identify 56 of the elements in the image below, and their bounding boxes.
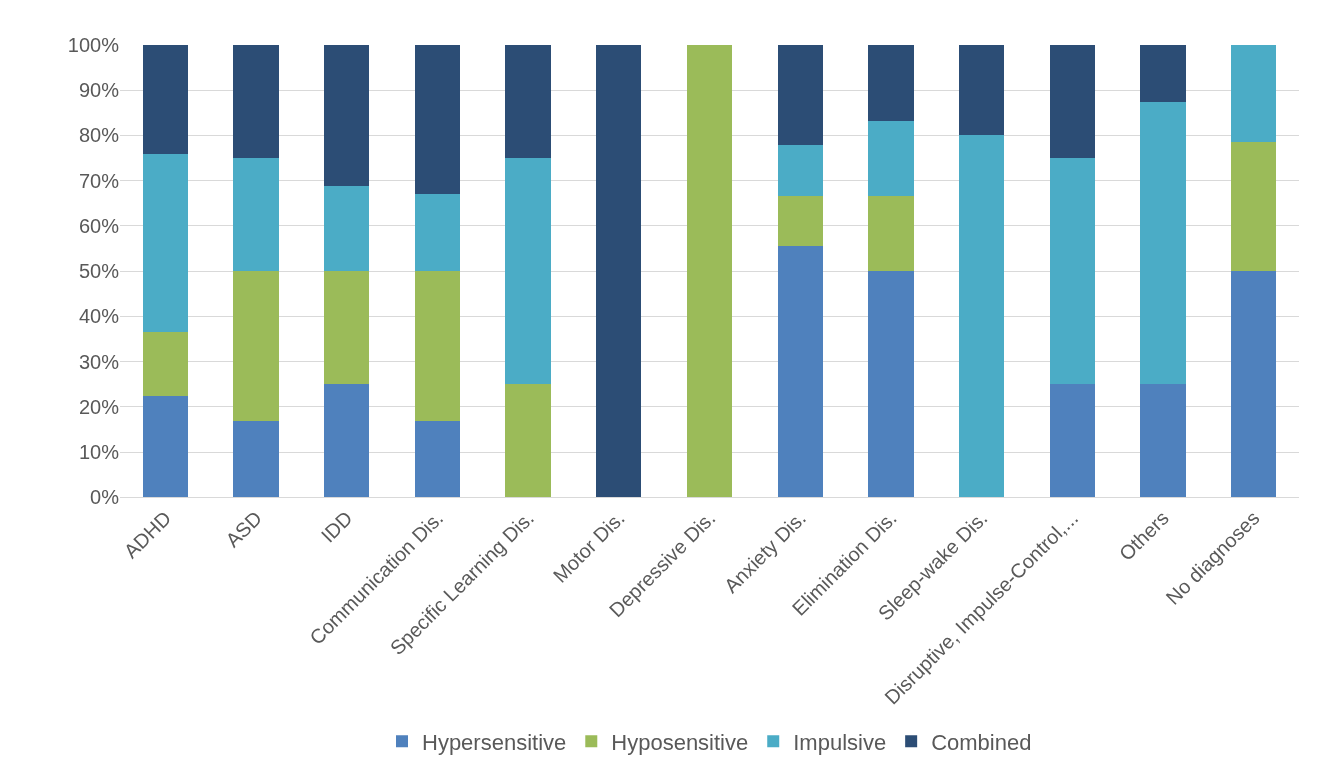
y-tick-label: 10% [78,441,120,464]
bar [233,158,279,272]
bar [868,45,914,121]
legend-label: Combined [931,729,1032,755]
bar [142,332,189,396]
bar [1230,45,1277,142]
bar [233,45,279,159]
bar [233,420,279,498]
bar [777,145,823,196]
legend-label: Hyposensitive [611,729,749,755]
bar [414,194,461,272]
legend-label: Hypersensitive [422,729,567,755]
legend-label: Impulsive [793,729,887,755]
y-tick-label: 50% [78,260,120,283]
y-tick-label: 30% [78,350,120,373]
bar [1140,101,1186,385]
y-tick-label: 20% [78,395,120,418]
bar [1140,384,1186,498]
bar [1049,158,1095,385]
x-tick-label: IDD [316,506,357,547]
y-tick-label: 40% [78,305,120,328]
bar [777,245,823,498]
bar [868,195,914,272]
bar [414,271,461,421]
y-tick-label: 0% [90,486,120,509]
bar [414,45,461,195]
bar [1049,384,1095,498]
bar [596,45,642,498]
bar [1230,271,1277,498]
y-tick-label: 100% [67,34,120,56]
bar [1140,45,1186,102]
bar [414,420,461,498]
bar [142,153,189,333]
bar [868,120,914,196]
y-tick-label: 70% [78,169,120,192]
bar [142,45,189,154]
bar [958,45,1005,136]
bar [324,384,370,498]
bar [505,384,551,498]
bar [1049,45,1095,159]
bar [777,195,823,246]
bar [777,45,823,146]
bar [958,135,1005,498]
y-tick-label: 80% [78,124,120,147]
bar [324,186,370,272]
bar [324,45,370,187]
bar [233,271,279,421]
bar [324,271,370,385]
bar [142,395,189,498]
y-tick-label: 90% [78,79,120,102]
bar [505,158,551,385]
bar [505,45,551,159]
bar [1230,141,1277,272]
bar [868,271,914,498]
y-tick-label: 60% [78,214,120,237]
bar [686,45,733,498]
